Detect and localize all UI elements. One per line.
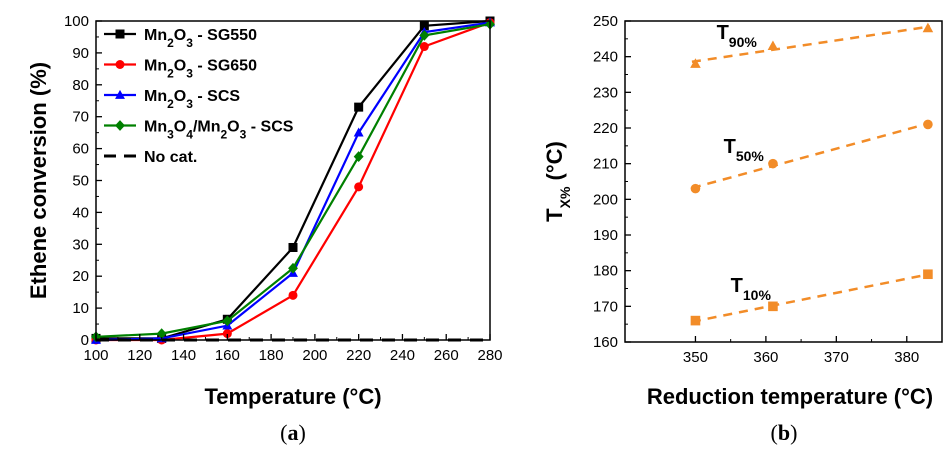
y-tick-label: 230 [593,84,618,101]
legend-marker [115,29,125,39]
data-point [690,58,701,68]
legend-label: Mn3O4/Mn2O3 - SCS [144,119,294,142]
x-tick-label: 100 [83,347,108,364]
series-label: T10% [731,275,772,303]
data-point [353,151,364,162]
y-tick-label: 210 [593,156,618,173]
chart-a: 100 120 140 160 180 200 220 240 260 280 0 10 20 30 40 5… [26,13,503,445]
legend-a: Mn2O3 - SG550 Mn2O3 - SG650 Mn2O3 - SCS Mn3… [104,27,294,166]
data-point [923,119,933,130]
y-tick-label: 30 [72,236,89,253]
y-tick-label: 170 [593,298,618,315]
data-point [768,158,778,169]
data-point [768,301,778,312]
y-tick-label: 10 [72,300,89,317]
series-label: T50% [724,136,765,164]
y-axis-title-a: Ethene conversion (%) [26,62,51,299]
y-tick-label: 250 [593,13,618,30]
panel-label-a: (a) [280,420,306,445]
x-tick-label: 280 [477,347,502,364]
y-tick-label: 0 [81,332,89,349]
x-tick-label: 200 [302,347,327,364]
y-tick-label: 180 [593,263,618,280]
legend-marker [115,60,125,69]
x-tick-label: 220 [346,347,371,364]
x-tick-label: 160 [215,347,240,364]
y-tick-label: 60 [72,141,89,158]
y-tick-label: 240 [593,49,618,66]
series-label: T90% [717,22,758,50]
data-point [354,182,364,192]
x-axis-title-a: Temperature (°C) [204,384,381,409]
x-tick-label: 370 [824,349,849,366]
y-tick-label: 80 [72,77,89,94]
data-point [419,21,429,31]
y-tick-label: 190 [593,227,618,244]
data-point [419,29,430,41]
legend-marker [115,89,125,99]
series-b-2: T10% [690,269,933,326]
legend-marker [115,120,125,131]
y-tick-label: 200 [593,191,618,208]
data-point [222,329,232,339]
y-tick-label: 90 [72,45,89,62]
data-point [690,183,701,194]
x-tick-label: 350 [683,349,708,366]
data-point [288,262,298,274]
data-point [690,315,701,326]
x-tick-label: 180 [259,347,284,364]
x-tick-label: 360 [753,349,778,366]
legend-label: Mn2O3 - SG650 [144,58,257,81]
chart-b: T90% T50% T10% 350 360 370 380 160 170 180 190 200 2… [542,13,943,445]
y-tick-label: 160 [593,334,618,351]
data-point [353,127,364,137]
x-tick-label: 260 [434,347,459,364]
legend-label: Mn2O3 - SG550 [144,27,257,50]
y-tick-label: 70 [72,109,89,126]
data-point [767,40,779,51]
data-point [922,22,934,33]
x-tick-label: 380 [894,349,919,366]
fit-line [691,272,931,324]
y-tick-label: 20 [72,268,89,285]
data-point [354,102,364,112]
series-b-0: T90% [690,22,934,68]
panel-label-b: (b) [771,420,798,445]
x-tick-label: 140 [171,347,196,364]
y-tick-label: 50 [72,173,89,190]
series-a-3 [91,18,495,343]
data-point [288,242,298,252]
y-axis-title-b: TX% (°C) [542,141,573,222]
data-point [288,290,298,300]
y-tick-label: 100 [64,13,89,30]
series-b-1: T50% [690,119,933,194]
y-tick-label: 220 [593,120,618,137]
legend-label: No cat. [144,149,197,166]
data-point [923,269,933,280]
fit-line [691,25,931,64]
data-point [222,315,233,327]
y-tick-label: 40 [72,204,89,221]
legend-label: Mn2O3 - SCS [144,88,240,111]
data-point [419,42,429,52]
plot-frame-b [624,20,943,343]
x-tick-label: 240 [390,347,415,364]
data-point [156,328,167,340]
x-axis-title-b: Reduction temperature (°C) [647,384,933,409]
x-tick-label: 120 [127,347,152,364]
